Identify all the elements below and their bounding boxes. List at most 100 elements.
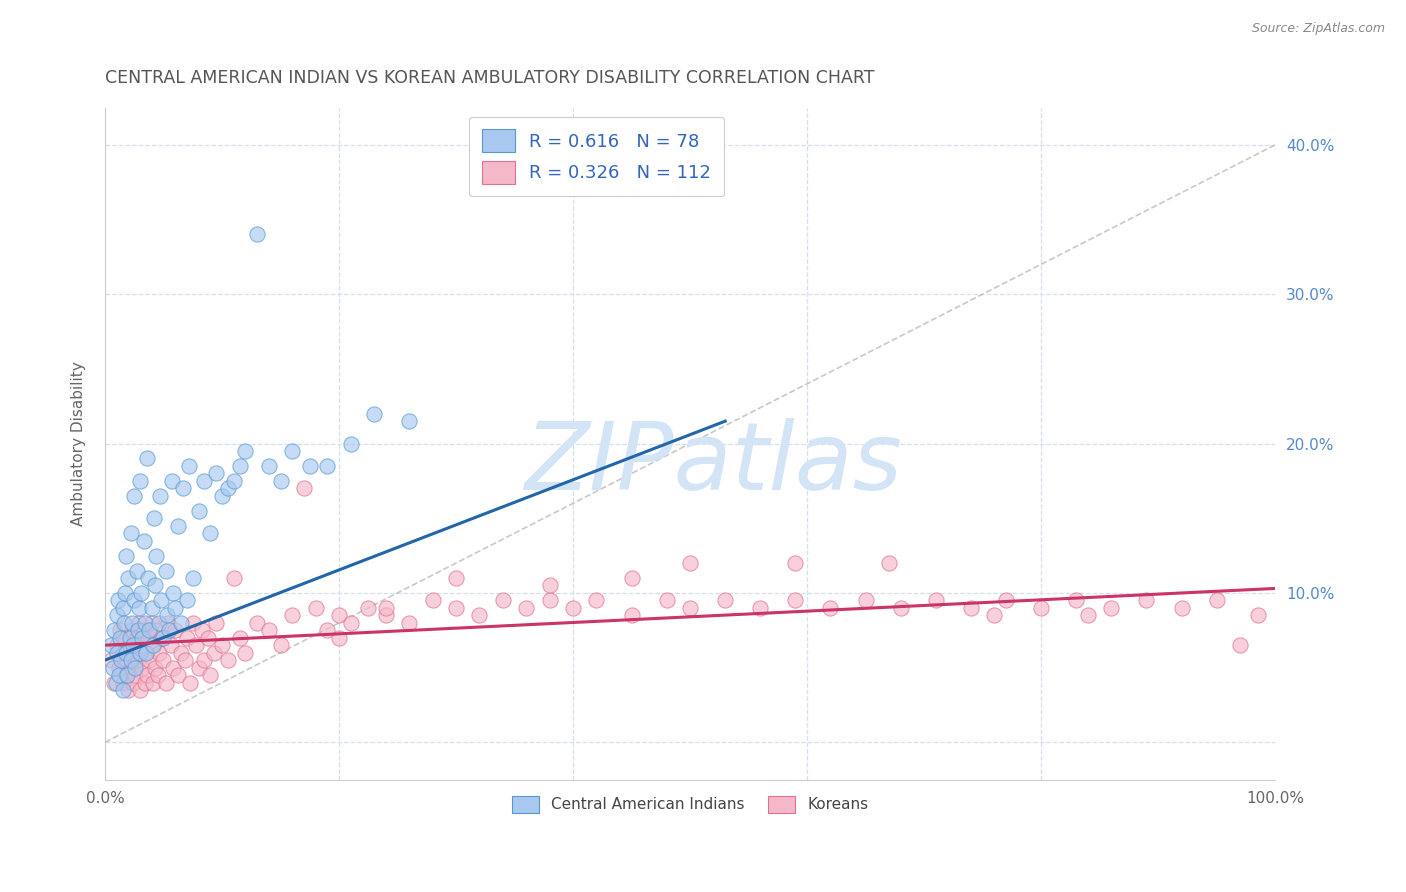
Point [115, 646, 138, 660]
Point [115, 653, 138, 667]
Point [103, 624, 125, 638]
Point [205, 615, 228, 630]
Point [211, 638, 233, 652]
Point [127, 653, 149, 667]
Point [1205, 593, 1227, 607]
Point [138, 624, 160, 638]
Point [925, 593, 948, 607]
Point [785, 593, 807, 607]
Point [515, 600, 537, 615]
Point [620, 571, 643, 585]
Point [101, 660, 124, 674]
Point [125, 631, 148, 645]
Point [217, 481, 239, 495]
Point [492, 593, 515, 607]
Point [316, 458, 339, 473]
Point [131, 660, 153, 674]
Point [143, 578, 166, 592]
Point [679, 600, 702, 615]
Point [100, 653, 122, 667]
Point [181, 615, 204, 630]
Point [136, 571, 159, 585]
Point [143, 660, 166, 674]
Point [538, 578, 561, 592]
Point [148, 646, 170, 660]
Point [152, 631, 174, 645]
Point [960, 600, 983, 615]
Point [562, 600, 585, 615]
Point [145, 624, 167, 638]
Point [890, 600, 912, 615]
Point [179, 458, 201, 473]
Point [112, 615, 135, 630]
Point [235, 646, 257, 660]
Point [877, 556, 900, 570]
Point [108, 624, 131, 638]
Point [135, 646, 157, 660]
Y-axis label: Ambulatory Disability: Ambulatory Disability [72, 361, 86, 526]
Point [200, 668, 222, 682]
Point [298, 458, 321, 473]
Point [1246, 608, 1268, 623]
Point [620, 608, 643, 623]
Point [339, 436, 361, 450]
Point [202, 646, 225, 660]
Point [257, 458, 280, 473]
Point [103, 675, 125, 690]
Point [142, 675, 165, 690]
Point [148, 615, 170, 630]
Point [111, 600, 134, 615]
Point [538, 593, 561, 607]
Point [983, 608, 1005, 623]
Point [117, 571, 139, 585]
Point [152, 653, 174, 667]
Point [143, 638, 166, 652]
Point [122, 638, 145, 652]
Point [149, 489, 172, 503]
Point [257, 624, 280, 638]
Point [105, 646, 128, 660]
Point [127, 624, 149, 638]
Point [339, 615, 361, 630]
Point [136, 451, 159, 466]
Point [108, 668, 131, 682]
Point [246, 227, 269, 242]
Point [1135, 593, 1157, 607]
Point [122, 593, 145, 607]
Point [179, 675, 201, 690]
Point [141, 615, 163, 630]
Point [136, 668, 159, 682]
Point [165, 600, 187, 615]
Point [714, 593, 737, 607]
Point [105, 638, 128, 652]
Point [585, 593, 607, 607]
Point [270, 474, 292, 488]
Point [141, 600, 163, 615]
Point [110, 653, 132, 667]
Point [785, 556, 807, 570]
Point [200, 526, 222, 541]
Point [138, 653, 160, 667]
Point [128, 600, 150, 615]
Point [122, 646, 145, 660]
Point [374, 608, 396, 623]
Point [1077, 608, 1099, 623]
Point [122, 675, 145, 690]
Point [120, 526, 142, 541]
Point [398, 615, 420, 630]
Point [228, 631, 250, 645]
Text: CENTRAL AMERICAN INDIAN VS KOREAN AMBULATORY DISABILITY CORRELATION CHART: CENTRAL AMERICAN INDIAN VS KOREAN AMBULA… [105, 69, 875, 87]
Point [156, 608, 179, 623]
Point [235, 444, 257, 458]
Point [328, 631, 350, 645]
Point [115, 668, 138, 682]
Point [105, 608, 128, 623]
Point [129, 638, 152, 652]
Point [363, 407, 385, 421]
Point [111, 675, 134, 690]
Point [155, 564, 177, 578]
Point [1229, 638, 1251, 652]
Point [108, 631, 131, 645]
Point [122, 489, 145, 503]
Point [357, 600, 380, 615]
